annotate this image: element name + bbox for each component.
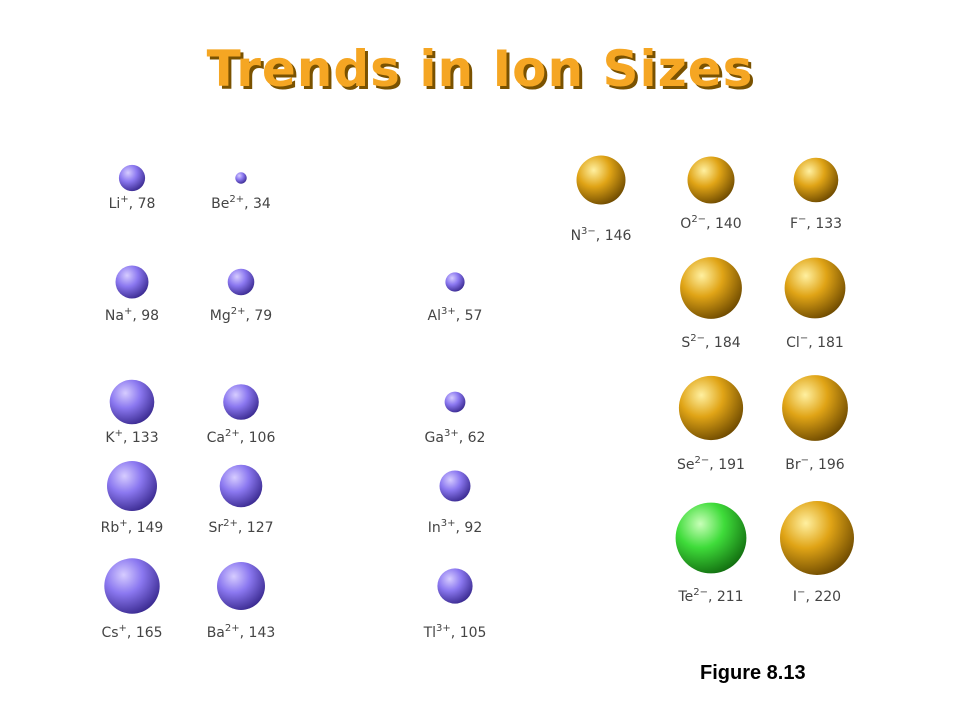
ion-label-li: Li+, 78 [109,194,156,212]
ion-label-ga: Ga3+, 62 [425,428,486,446]
ion-mg: Mg2+, 79 [210,268,272,324]
ion-label-f: F−, 133 [790,214,842,232]
ion-k: K+, 133 [105,379,159,446]
ion-se: Se2−, 191 [677,375,745,473]
ion-sphere-sr [219,464,263,508]
ion-label-be: Be2+, 34 [211,194,271,212]
ion-rb: Rb+, 149 [101,461,164,536]
ion-sphere-ca [223,384,259,420]
ion-label-s: S2−, 184 [681,333,740,351]
ion-sphere-tl [437,568,473,604]
ion-sphere-f [793,157,839,203]
ion-al: Al3+, 57 [428,272,483,324]
ion-ba: Ba2+, 143 [207,562,276,641]
ion-in: In3+, 92 [428,470,483,536]
ion-cl: Cl−, 181 [784,257,846,351]
ion-be: Be2+, 34 [211,172,271,212]
ion-br: Br−, 196 [782,375,848,473]
ion-label-na: Na+, 98 [105,306,159,324]
ion-sphere-al [445,272,465,292]
ion-label-al: Al3+, 57 [428,306,483,324]
ion-sphere-te [675,502,747,574]
ion-cs: Cs+, 165 [101,558,163,641]
ion-sphere-cs [104,558,160,614]
ion-label-ba: Ba2+, 143 [207,623,276,641]
ion-label-mg: Mg2+, 79 [210,306,272,324]
ion-label-sr: Sr2+, 127 [208,518,273,536]
ion-label-cs: Cs+, 165 [101,623,162,641]
ion-label-te: Te2−, 211 [677,587,743,605]
ion-sphere-o [687,156,735,204]
ion-label-i: I−, 220 [793,587,841,605]
ion-sphere-be [235,172,247,184]
ion-sphere-i [780,501,854,575]
ion-f: F−, 133 [790,157,842,232]
ion-sphere-rb [107,461,157,511]
ion-label-o: O2−, 140 [680,214,741,232]
ion-sphere-mg [227,268,255,296]
ion-label-se: Se2−, 191 [677,455,745,473]
ion-sphere-se [678,375,744,441]
ion-sphere-ga [444,391,466,413]
ion-s: S2−, 184 [680,257,742,351]
slide-title: Trends in Ion Sizes [206,40,754,98]
ion-label-rb: Rb+, 149 [101,518,164,536]
ion-tl: Tl3+, 105 [423,568,487,641]
ion-sphere-br [782,375,848,441]
ion-te: Te2−, 211 [675,502,747,605]
ion-sphere-n [576,155,626,205]
ion-na: Na+, 98 [105,265,159,324]
ion-label-in: In3+, 92 [428,518,483,536]
ion-n: N3−, 146 [571,155,632,244]
ion-label-k: K+, 133 [105,428,158,446]
ion-sphere-s [680,257,742,319]
ion-ga: Ga3+, 62 [425,391,486,446]
ion-ca: Ca2+, 106 [207,384,276,446]
ion-i: I−, 220 [780,501,854,605]
ion-label-br: Br−, 196 [785,455,844,473]
ion-sphere-in [439,470,471,502]
ion-sphere-na [115,265,149,299]
ion-label-n: N3−, 146 [571,226,632,244]
figure-label: Figure 8.13 [700,662,806,684]
ion-o: O2−, 140 [680,156,742,232]
ion-sphere-ba [217,562,265,610]
ion-sphere-li [118,164,146,192]
ion-label-tl: Tl3+, 105 [423,623,487,641]
ion-li: Li+, 78 [109,164,156,212]
ion-label-cl: Cl−, 181 [786,333,844,351]
ion-label-ca: Ca2+, 106 [207,428,276,446]
ion-sr: Sr2+, 127 [208,464,274,536]
ion-sphere-cl [784,257,846,319]
ion-sphere-k [109,379,155,425]
